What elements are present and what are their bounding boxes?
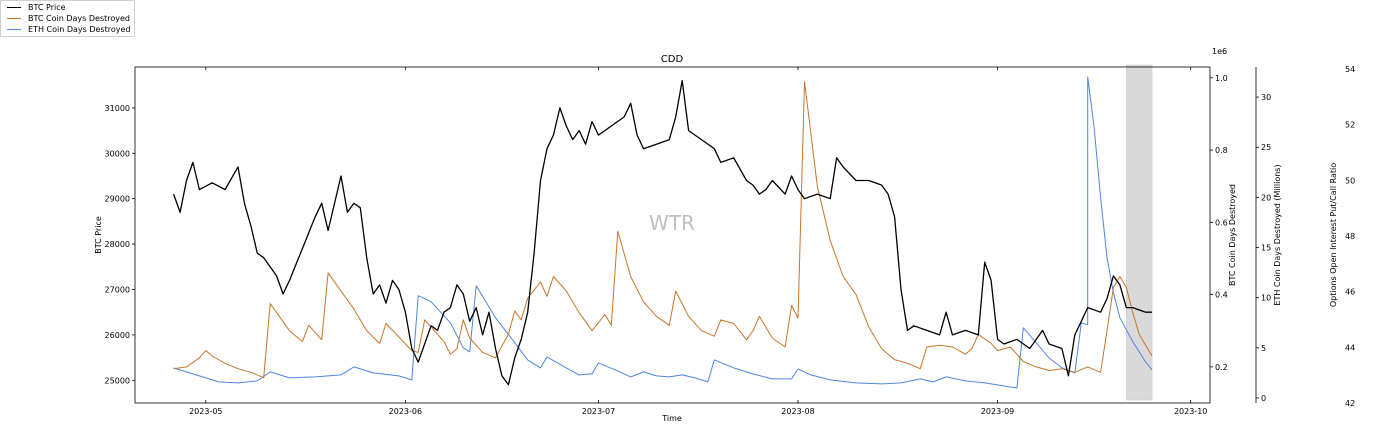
y4-tick-label: 48	[1345, 232, 1355, 241]
watermark: WTR	[649, 211, 695, 235]
series-line	[173, 76, 1153, 389]
y2-axis-label: BTC Coin Days Destroyed	[1228, 184, 1237, 286]
y3-tick-label: 15	[1261, 244, 1271, 253]
y2-tick-label: 1.0	[1215, 74, 1228, 83]
y3-tick-label: 25	[1261, 143, 1271, 152]
y-tick-label: 31000	[105, 104, 130, 113]
y4-tick-label: 42	[1345, 399, 1355, 408]
axes: 2023-05 2023-06 2023-07 2023-08 2023-09 2023-…	[94, 47, 1355, 416]
y4-tick-label: 50	[1345, 176, 1355, 185]
line-swatch-icon	[7, 7, 21, 8]
legend-label: ETH Coin Days Destroyed	[28, 25, 131, 34]
plot-frame	[134, 66, 1211, 404]
y-tick-label: 28000	[105, 240, 130, 249]
legend-item-btc-price: BTC Price	[1, 2, 134, 13]
series-line	[172, 79, 1153, 386]
y-tick-label: 27000	[105, 285, 130, 294]
x-tick-label: 2023-10	[1174, 407, 1207, 416]
y4-tick-label: 52	[1345, 121, 1355, 130]
y3-tick-label: 0	[1261, 394, 1266, 403]
legend-label: BTC Price	[28, 3, 66, 12]
x-tick-label: 2023-08	[781, 407, 814, 416]
y2-multiplier: 1e6	[1212, 47, 1227, 56]
legend: BTC Price BTC Coin Days Destroyed ETH Co…	[0, 0, 135, 37]
y-tick-label: 29000	[105, 195, 130, 204]
y-axis-label: BTC Price	[94, 216, 103, 254]
x-tick-label: 2023-06	[389, 407, 422, 416]
chart-title: CDD	[661, 54, 684, 65]
y3-axis-label: ETH Coin Days Destroyed (Millions)	[1273, 164, 1282, 305]
y3-tick-label: 5	[1261, 344, 1266, 353]
y4-tick-label: 46	[1345, 288, 1355, 297]
plot-area	[172, 64, 1153, 401]
x-tick-label: 2023-05	[189, 407, 222, 416]
y4-tick-label: 44	[1345, 343, 1355, 352]
y4-tick-label: 54	[1345, 65, 1355, 74]
legend-label: BTC Coin Days Destroyed	[28, 14, 130, 23]
line-swatch-icon	[7, 29, 21, 30]
legend-item-btc-cdd: BTC Coin Days Destroyed	[1, 13, 134, 24]
x-tick-label: 2023-09	[981, 407, 1014, 416]
y-tick-label: 25000	[105, 376, 130, 385]
y4-axis-label: Options Open Interest Put/Call Ratio	[1329, 163, 1338, 307]
series-line	[173, 81, 1153, 379]
x-axis-label: Time	[661, 414, 682, 423]
y2-tick-label: 0.6	[1215, 218, 1228, 227]
y3-tick-label: 30	[1261, 93, 1271, 102]
y3-tick-label: 20	[1261, 193, 1271, 202]
y-tick-label: 26000	[105, 331, 130, 340]
y-tick-label: 30000	[105, 149, 130, 158]
shaded-region	[1126, 64, 1153, 401]
y3-tick-label: 10	[1261, 294, 1271, 303]
x-tick-label: 2023-07	[582, 407, 615, 416]
line-swatch-icon	[7, 18, 21, 19]
y2-tick-label: 0.2	[1215, 363, 1228, 372]
legend-item-eth-cdd: ETH Coin Days Destroyed	[1, 24, 134, 35]
y2-tick-label: 0.4	[1215, 291, 1228, 300]
y2-tick-label: 0.8	[1215, 146, 1228, 155]
